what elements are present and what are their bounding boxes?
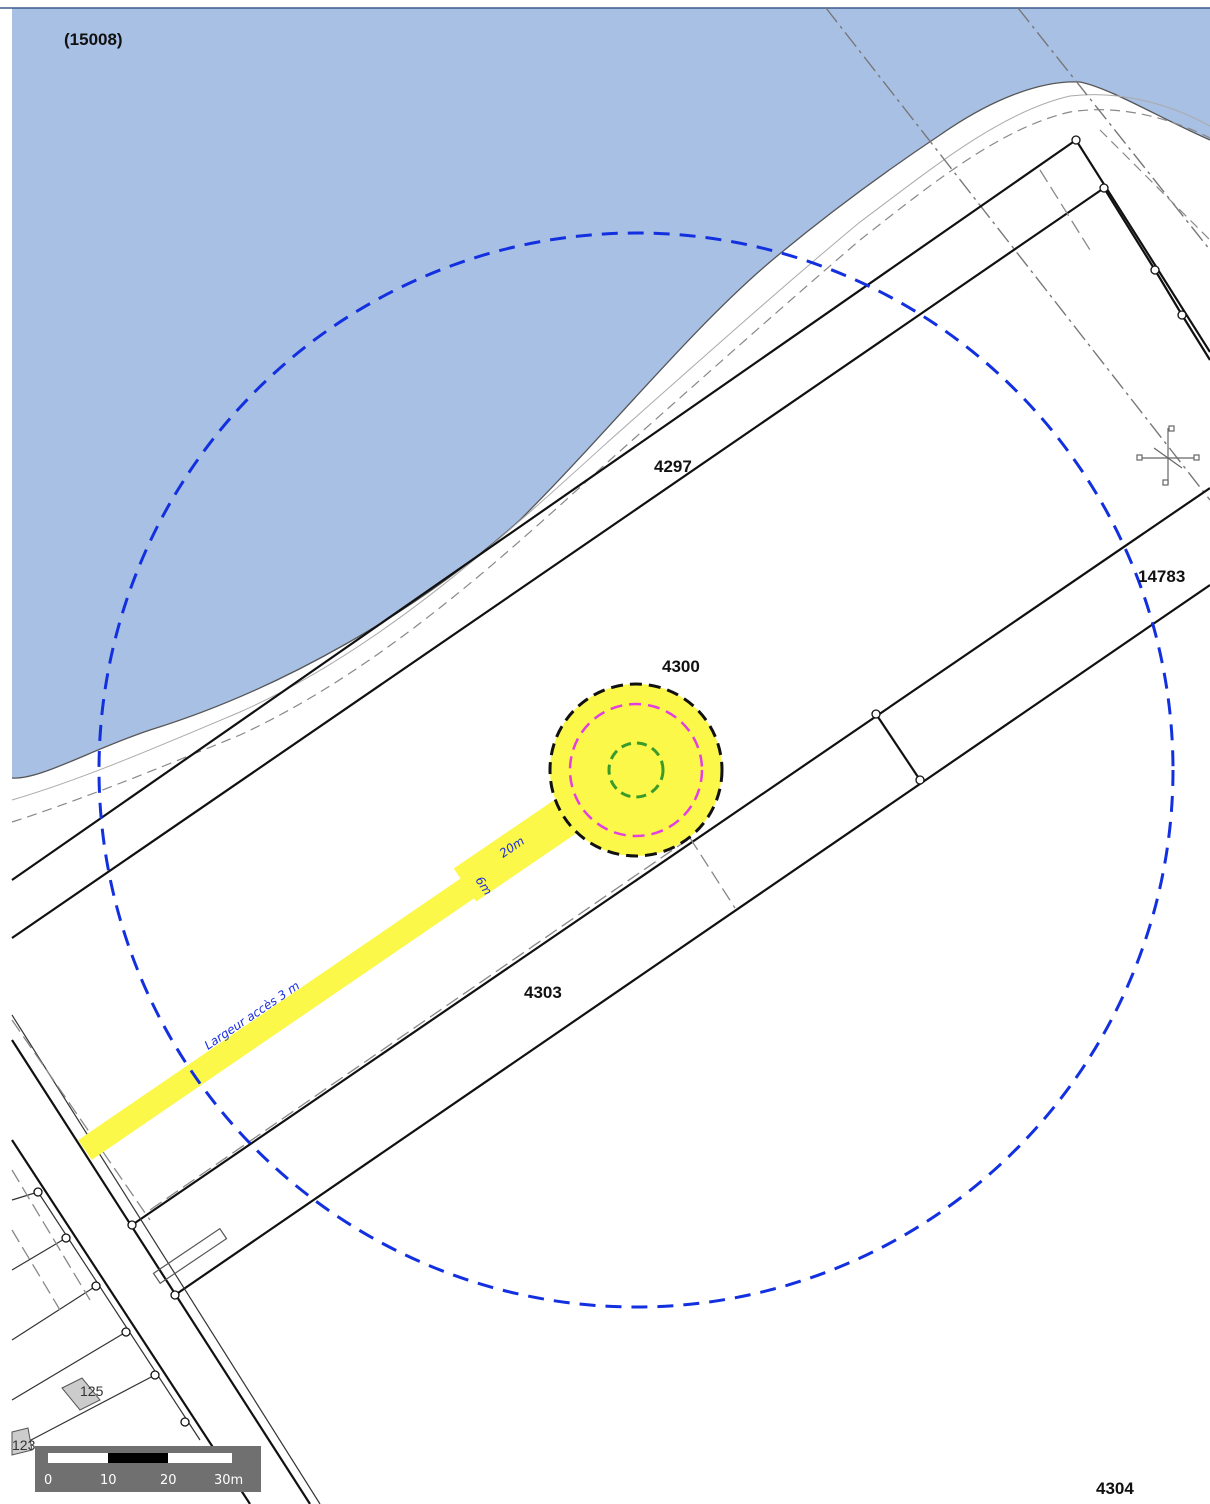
road-axis-2 — [1017, 7, 1210, 251]
road-axis-1 — [825, 7, 1210, 501]
building-123 — [11, 1427, 33, 1456]
building-125 — [61, 1377, 101, 1411]
label-building-125: 125 — [80, 1383, 104, 1399]
north-arrow-icon — [1136, 425, 1200, 486]
scale-tick-10: 10 — [100, 1473, 117, 1488]
road-axis-3 — [1099, 129, 1210, 241]
label-parcel-4304: 4304 — [1096, 1479, 1134, 1498]
shoreline — [11, 81, 1210, 779]
vertex-markers — [33, 135, 1187, 1427]
parcel-thin-lines — [11, 1014, 321, 1504]
scale-bar-segment-1 — [48, 1453, 108, 1463]
shore-offset-line-2 — [11, 94, 1210, 801]
label-parcel-15008: (15008) — [64, 30, 123, 49]
scale-tick-30m: 30m — [214, 1473, 243, 1488]
parcel-lines — [11, 138, 1210, 1504]
water-area — [12, 8, 1210, 779]
shore-offset-line-1 — [11, 109, 1210, 823]
scale-tick-20: 20 — [160, 1473, 177, 1488]
label-building-123: 123 — [12, 1437, 36, 1453]
access-turnout — [453, 793, 587, 902]
label-parcel-4303: 4303 — [524, 983, 562, 1002]
site-ring-green — [607, 741, 665, 799]
radius-circle — [97, 231, 1175, 1309]
scale-bar-segment-2 — [108, 1453, 168, 1463]
label-parcel-14783: 14783 — [1138, 567, 1185, 586]
site-ring-pink — [568, 702, 704, 838]
label-parcel-4300: 4300 — [662, 657, 700, 676]
dashed-setback-lines — [11, 169, 1091, 1311]
scale-bar: 0 10 20 30m — [35, 1446, 261, 1492]
site-ring-outer — [548, 682, 724, 858]
scale-bar-segment-3 — [168, 1453, 232, 1463]
scale-tick-0: 0 — [44, 1473, 52, 1488]
small-structure — [152, 1227, 228, 1285]
label-parcel-4297: 4297 — [654, 457, 692, 476]
